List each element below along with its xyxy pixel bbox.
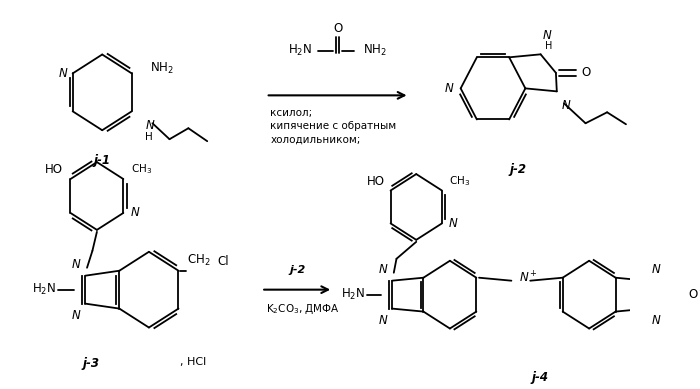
Text: H: H [545, 41, 552, 51]
Text: кипячение с обратным: кипячение с обратным [270, 121, 396, 131]
Text: N: N [146, 119, 154, 132]
Text: CH$_3$: CH$_3$ [449, 174, 470, 187]
Text: N: N [652, 314, 660, 327]
Text: ксилол;: ксилол; [270, 108, 312, 118]
Text: j-4: j-4 [531, 371, 548, 384]
Text: j-3: j-3 [82, 357, 99, 370]
Text: N: N [379, 314, 388, 327]
Text: N: N [72, 308, 80, 322]
Text: N: N [542, 29, 551, 42]
Text: O$^-$: O$^-$ [688, 288, 700, 301]
Text: CH$_2$: CH$_2$ [188, 252, 211, 268]
Text: N$^+$: N$^+$ [519, 270, 537, 286]
Text: NH$_2$: NH$_2$ [363, 43, 386, 58]
Text: K$_2$CO$_3$, ДМФА: K$_2$CO$_3$, ДМФА [266, 303, 340, 316]
Text: CH$_3$: CH$_3$ [130, 162, 152, 176]
Text: Cl: Cl [217, 255, 229, 268]
Text: H: H [146, 132, 153, 142]
Text: H$_2$N: H$_2$N [288, 43, 312, 58]
Text: j-2: j-2 [289, 265, 305, 275]
Text: NH$_2$: NH$_2$ [150, 61, 174, 76]
Text: H$_2$N: H$_2$N [32, 282, 57, 297]
Text: N: N [130, 207, 139, 219]
Text: j-1: j-1 [94, 154, 111, 167]
Text: N: N [652, 263, 660, 276]
Text: N: N [59, 67, 67, 80]
Text: N: N [72, 258, 80, 271]
Text: N: N [379, 263, 388, 276]
Text: H$_2$N: H$_2$N [341, 287, 365, 302]
Text: N: N [561, 99, 570, 112]
Text: O: O [333, 22, 342, 35]
Text: холодильником;: холодильником; [270, 134, 360, 144]
Text: O: O [581, 67, 590, 79]
Text: HO: HO [46, 163, 63, 176]
Text: , HCl: , HCl [181, 357, 206, 368]
Text: j-2: j-2 [510, 163, 526, 176]
Text: N: N [444, 82, 454, 95]
Text: N: N [449, 217, 458, 230]
Text: HO: HO [368, 175, 385, 187]
